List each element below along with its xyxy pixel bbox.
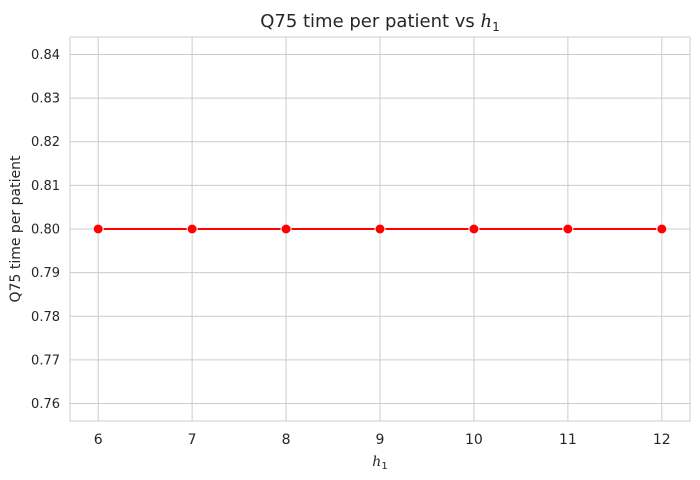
x-tick-label: 12: [653, 432, 671, 448]
y-tick-label: 0.82: [31, 135, 60, 150]
data-point: [280, 223, 292, 235]
x-tick-label: 8: [282, 432, 291, 448]
x-tick-label: 9: [376, 432, 385, 448]
data-point: [186, 223, 198, 235]
x-tick-label: 6: [94, 432, 103, 448]
chart-title: Q75 time per patient vs h1: [260, 11, 500, 34]
data-point: [374, 223, 386, 235]
y-tick-label: 0.76: [31, 397, 60, 412]
y-tick-label: 0.84: [31, 48, 60, 63]
series-layer: [92, 223, 668, 235]
x-tick-labels: 6 7 8 9 10 11 12: [94, 432, 671, 448]
y-tick-label: 0.83: [31, 92, 60, 107]
y-tick-label: 0.80: [31, 223, 60, 238]
y-tick-label: 0.79: [31, 266, 60, 281]
data-point: [562, 223, 574, 235]
y-tick-labels: 0.76 0.77 0.78 0.79 0.80 0.81 0.82 0.83 0.84: [31, 48, 60, 412]
x-tick-label: 11: [559, 432, 577, 448]
x-tick-label: 7: [188, 432, 197, 448]
data-point: [656, 223, 668, 235]
y-tick-label: 0.78: [31, 310, 60, 325]
y-tick-label: 0.77: [31, 353, 60, 368]
data-point: [92, 223, 104, 235]
y-tick-label: 0.81: [31, 179, 60, 194]
y-axis-label: Q75 time per patient: [8, 155, 24, 302]
x-tick-label: 10: [465, 432, 483, 448]
x-axis-label: h1: [372, 454, 387, 472]
data-point: [468, 223, 480, 235]
plot-frame: [69, 36, 691, 422]
